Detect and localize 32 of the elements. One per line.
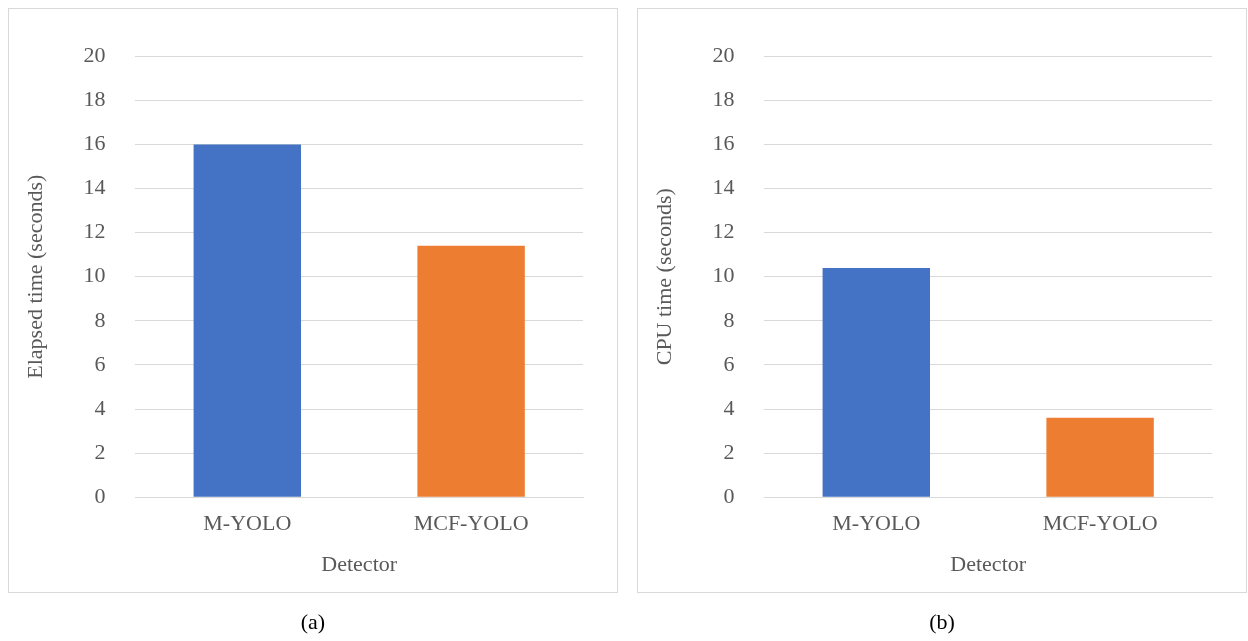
- y-tick-label: 14: [83, 174, 106, 200]
- y-tick-label: 10: [83, 262, 106, 288]
- x-axis-title: Detector: [950, 550, 1027, 576]
- text: (a): [299, 609, 327, 635]
- y-tick-label: 8: [94, 306, 106, 332]
- text: (b): [928, 609, 956, 635]
- x-tick-label: M-YOLO: [832, 510, 921, 536]
- x-tick-label: MCF-YOLO: [1042, 510, 1158, 536]
- y-tick-label: 2: [94, 438, 106, 464]
- y-tick-label: 4: [723, 394, 735, 420]
- y-tick-label: 4: [94, 394, 106, 420]
- y-axis-title: CPU time (seconds): [650, 188, 676, 366]
- y-tick-label: 12: [712, 218, 735, 244]
- y-tick-label: 0: [723, 482, 735, 508]
- y-tick-label: 12: [83, 218, 106, 244]
- x-tick-label: M-YOLO: [203, 510, 292, 536]
- y-tick-label: 6: [94, 350, 106, 376]
- y-tick-label: 2: [723, 438, 735, 464]
- y-axis-title: Elapsed time (seconds): [21, 174, 47, 379]
- y-tick-label: 18: [83, 86, 106, 112]
- y-tick-label: 0: [94, 482, 106, 508]
- y-tick-label: 10: [712, 262, 735, 288]
- y-tick-label: 8: [723, 306, 735, 332]
- x-tick-label: MCF-YOLO: [413, 510, 529, 536]
- y-tick-label: 16: [712, 130, 735, 156]
- y-tick-label: 16: [83, 130, 106, 156]
- y-tick-label: 6: [723, 350, 735, 376]
- y-tick-label: 20: [712, 41, 735, 67]
- y-tick-label: 14: [712, 174, 735, 200]
- x-axis-title: Detector: [321, 550, 398, 576]
- y-tick-label: 18: [712, 86, 735, 112]
- y-tick-label: 20: [83, 41, 106, 67]
